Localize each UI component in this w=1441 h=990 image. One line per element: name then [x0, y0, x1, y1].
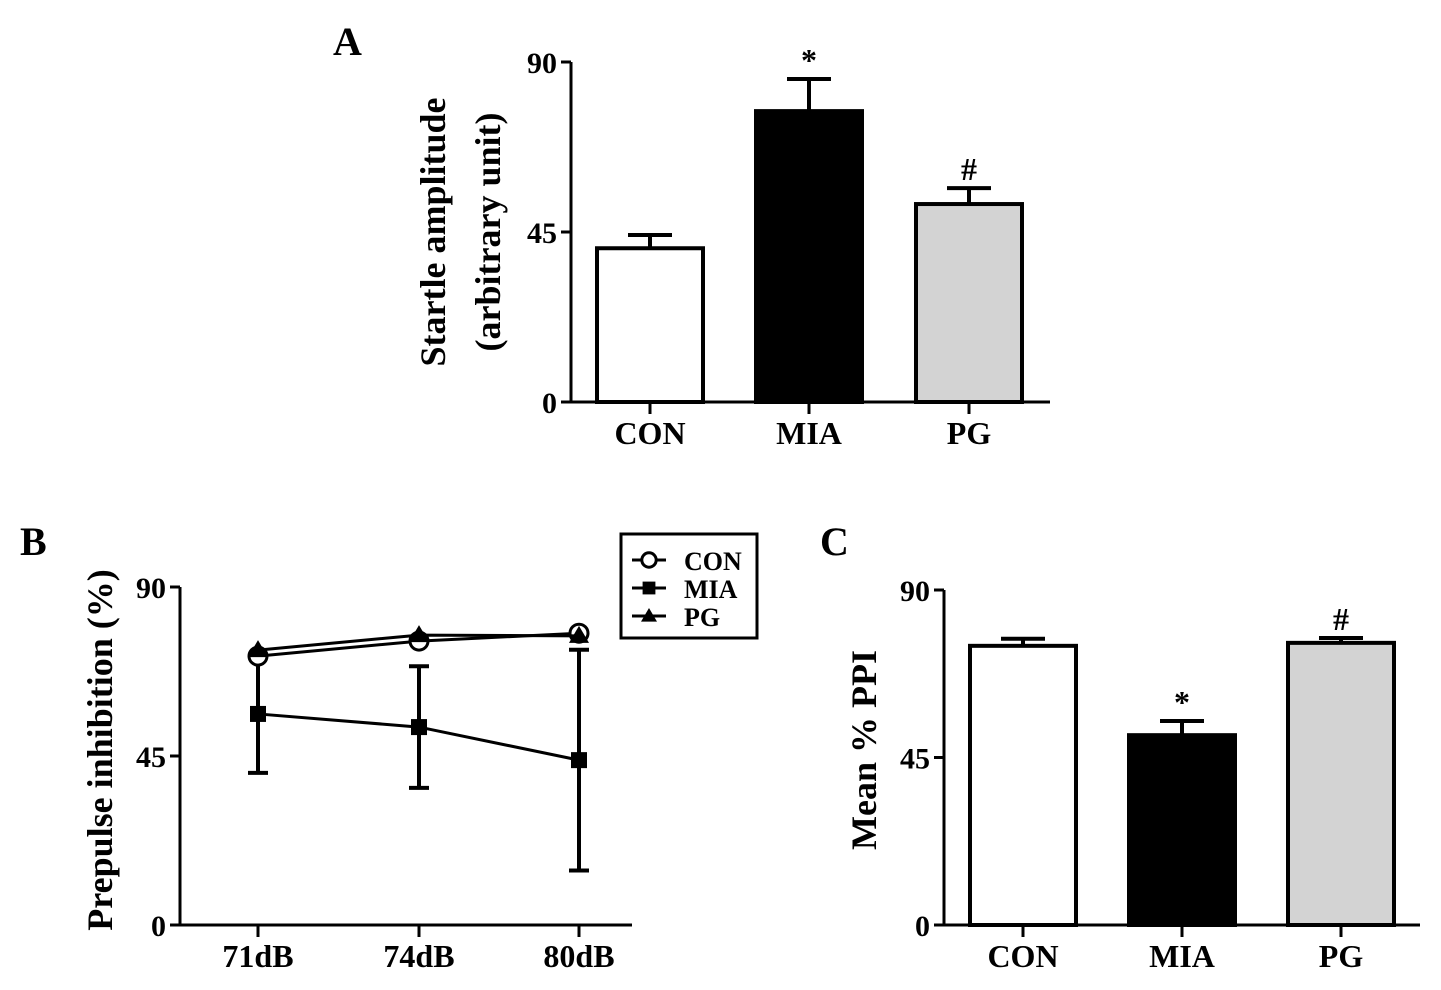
panel-b-marker-pg [409, 625, 429, 643]
panel-b-legend-label: PG [684, 603, 720, 632]
panel-b-x-tick-label: 80dB [543, 938, 614, 974]
panel-a-significance-mark: # [961, 151, 977, 187]
panel-c-ylabel: Mean % PPI [844, 650, 884, 850]
panel-a-ylabel-1: Startle amplitude [413, 97, 453, 366]
panel-b-ylabel: Prepulse inhibition (%) [80, 569, 120, 930]
panel-a-x-tick-label: MIA [776, 415, 842, 451]
panel-b-legend-marker-mia [642, 581, 656, 595]
panel-label-b: B [20, 519, 47, 564]
panel-c-y-tick-label: 0 [915, 910, 930, 943]
panel-c-y-tick-label: 90 [900, 575, 930, 608]
panel-a-bar-pg [914, 202, 1024, 404]
panel-b-marker-pg [569, 625, 589, 643]
panel-a-bar-con [595, 246, 705, 404]
panel-b-legend-marker-con [640, 551, 658, 569]
panel-a-y-tick-label: 90 [527, 47, 557, 80]
panel-a-ylabel-2: (arbitrary unit) [468, 113, 508, 352]
panel-b-x-tick-label: 74dB [383, 938, 454, 974]
panel-c-bar-con [968, 643, 1078, 927]
panel-b-legend-marker-pg [641, 608, 657, 622]
panel-a-x-tick-label: CON [614, 415, 685, 451]
panel-a-y-tick-label: 45 [527, 217, 557, 250]
panel-label-a: A [333, 19, 362, 64]
panel-c-y-tick-label: 45 [900, 743, 930, 776]
panel-b-y-tick-label: 0 [151, 910, 166, 943]
panel-label-c: C [820, 519, 849, 564]
panel-b-legend-label: MIA [684, 575, 738, 604]
panel-a-x-tick-label: PG [947, 415, 992, 451]
panel-c-x-tick-label: CON [987, 938, 1058, 974]
panel-c-x-tick-label: PG [1319, 938, 1364, 974]
panel-c-x-tick-label: MIA [1149, 938, 1215, 974]
panel-c-significance-mark: * [1174, 684, 1190, 720]
panel-c-significance-mark: # [1333, 601, 1349, 637]
panel-a-bar-mia [754, 109, 864, 404]
panel-a-y-tick-label: 0 [542, 387, 557, 420]
panel-b-x-tick-label: 71dB [222, 938, 293, 974]
panel-b-y-tick-label: 90 [136, 572, 166, 605]
panel-a-significance-mark: * [801, 42, 817, 78]
panel-b-y-tick-label: 45 [136, 741, 166, 774]
panel-c-bar-pg [1286, 640, 1396, 927]
panel-b-marker-mia [250, 705, 266, 722]
panel-b-marker-mia [411, 719, 427, 736]
panel-b-marker-pg [248, 640, 268, 658]
panel-c-bar-mia [1127, 733, 1237, 928]
panel-b-marker-mia [571, 752, 587, 769]
panel-b-legend-label: CON [684, 547, 742, 576]
